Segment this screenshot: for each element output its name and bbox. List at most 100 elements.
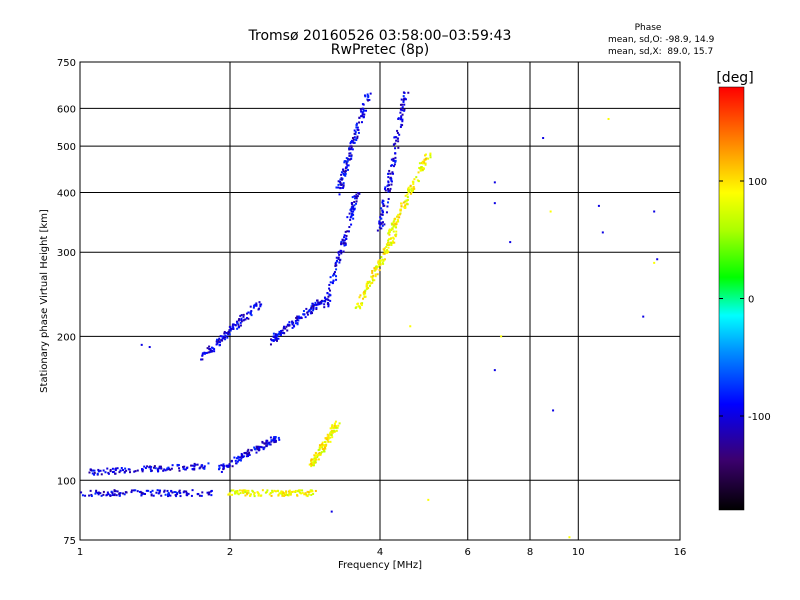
data-point — [382, 204, 385, 207]
data-point — [307, 493, 310, 496]
data-point — [378, 261, 381, 264]
data-point — [360, 115, 363, 118]
data-point — [324, 297, 327, 300]
data-point — [493, 369, 496, 372]
data-point — [198, 494, 201, 497]
data-point — [345, 166, 348, 169]
data-point — [236, 491, 239, 494]
data-point — [125, 491, 128, 494]
data-point — [314, 489, 317, 492]
data-point — [374, 275, 377, 278]
data-point — [193, 468, 196, 471]
data-point — [244, 491, 247, 494]
data-point — [403, 103, 406, 106]
data-point — [232, 327, 235, 330]
data-point — [128, 468, 131, 471]
data-point — [143, 465, 146, 468]
data-point — [286, 329, 289, 332]
data-point — [368, 280, 371, 283]
data-point — [382, 259, 385, 262]
data-point — [552, 409, 555, 412]
data-point — [331, 274, 334, 277]
data-point — [90, 469, 93, 472]
data-point — [335, 260, 338, 263]
data-point — [157, 470, 160, 473]
data-point — [88, 471, 91, 474]
data-point — [394, 235, 397, 238]
data-point — [219, 335, 222, 338]
data-point — [421, 160, 424, 163]
data-point — [282, 327, 285, 330]
data-point — [407, 190, 410, 193]
data-point — [179, 495, 182, 498]
data-point — [289, 493, 292, 496]
data-point — [260, 446, 263, 449]
data-point — [219, 341, 222, 344]
data-point — [207, 351, 210, 354]
data-point — [359, 294, 362, 297]
data-point — [116, 467, 119, 470]
data-point — [416, 179, 419, 182]
data-point — [220, 339, 223, 342]
data-point — [318, 444, 321, 447]
data-point — [229, 326, 232, 329]
data-point — [221, 337, 224, 340]
data-point — [399, 103, 402, 106]
data-point — [340, 252, 343, 255]
data-point — [327, 305, 330, 308]
data-point — [255, 302, 258, 305]
data-point — [241, 491, 244, 494]
data-point — [270, 439, 273, 442]
data-point — [305, 493, 308, 496]
data-point — [323, 303, 326, 306]
data-point — [374, 273, 377, 276]
data-point — [282, 331, 285, 334]
data-point — [392, 237, 395, 240]
data-point — [88, 494, 91, 497]
data-point — [387, 197, 390, 200]
data-point — [406, 196, 409, 199]
data-point — [423, 158, 426, 161]
data-point — [344, 242, 347, 245]
data-point — [335, 429, 338, 432]
data-point — [269, 443, 272, 446]
data-point — [232, 489, 235, 492]
data-point — [296, 494, 299, 497]
data-point — [337, 186, 340, 189]
data-point — [395, 136, 398, 139]
data-point — [113, 490, 116, 493]
data-point — [320, 451, 323, 454]
data-point — [171, 464, 174, 467]
data-point — [312, 306, 315, 309]
data-point — [378, 220, 381, 223]
data-point — [258, 301, 261, 304]
data-point — [230, 489, 233, 492]
x-tick-label: 8 — [527, 547, 533, 558]
data-point — [329, 431, 332, 434]
data-point — [387, 189, 390, 192]
data-point — [328, 294, 331, 297]
data-point — [350, 210, 353, 213]
data-point — [160, 467, 163, 470]
data-point — [114, 490, 117, 493]
data-point — [281, 490, 284, 493]
data-point — [306, 490, 309, 493]
data-point — [218, 464, 221, 467]
data-point — [250, 449, 253, 452]
data-point — [378, 222, 381, 225]
data-point — [327, 440, 330, 443]
data-point — [155, 491, 158, 494]
data-point — [185, 467, 188, 470]
data-point — [297, 316, 300, 319]
data-point — [337, 183, 340, 186]
data-point — [345, 157, 348, 160]
data-point — [128, 471, 131, 474]
data-point — [239, 492, 242, 495]
x-tick-label: 4 — [377, 547, 383, 558]
data-point — [398, 133, 401, 136]
data-point — [247, 317, 250, 320]
data-point — [102, 469, 105, 472]
data-point — [388, 184, 391, 187]
data-point — [247, 448, 250, 451]
data-point — [231, 324, 234, 327]
